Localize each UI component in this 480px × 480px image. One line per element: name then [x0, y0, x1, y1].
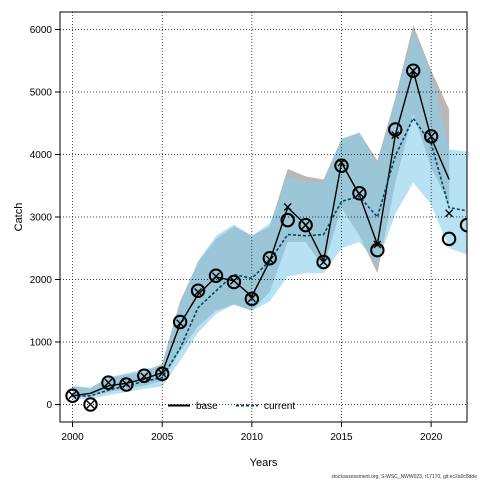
y-tick-label-3000: 3000 — [30, 213, 53, 224]
x-axis-ticks: 2000 2005 2010 2015 2020 — [61, 422, 443, 443]
observed-point-2003 — [119, 377, 134, 392]
estimate-marker-2004 — [140, 372, 149, 381]
confidence-bands — [72, 25, 467, 400]
estimate-marker-2011 — [265, 255, 274, 264]
estimate-marker-2012 — [283, 203, 292, 211]
observed-markers — [65, 63, 467, 412]
line-current — [72, 116, 467, 398]
observed-point-2019 — [406, 63, 421, 78]
estimate-marker-2002 — [104, 378, 113, 387]
observed-point-2002 — [101, 375, 116, 390]
y-tick-label-4000: 4000 — [30, 150, 53, 161]
x-tick-label-2000: 2000 — [61, 432, 84, 443]
observed-point-2021 — [441, 231, 457, 247]
y-tick-label-6000: 6000 — [30, 25, 53, 36]
estimate-marker-2016 — [355, 189, 364, 198]
estimate-marker-2006 — [176, 319, 185, 328]
observed-point-2016 — [352, 186, 367, 201]
observed-point-2006 — [172, 314, 188, 330]
observed-point-2020 — [423, 129, 439, 144]
estimate-marker-2008 — [211, 272, 220, 281]
y-axis-title: Catch — [13, 203, 25, 232]
series-lines — [72, 68, 467, 398]
observed-point-2007 — [190, 283, 206, 298]
estimate-marker-2007 — [194, 288, 203, 296]
grid-lines — [60, 12, 467, 422]
y-axis-ticks: 0 1000 2000 3000 4000 5000 6000 — [30, 25, 60, 411]
estimate-marker-2021 — [445, 209, 454, 218]
observed-point-2018 — [388, 122, 403, 137]
estimate-marker-2000 — [68, 391, 77, 400]
observed-point-2014 — [316, 254, 331, 270]
x-tick-label-2015: 2015 — [330, 432, 353, 443]
x-tick-label-2010: 2010 — [241, 432, 264, 443]
observed-point-2009 — [226, 274, 242, 290]
observed-point-2012 — [280, 212, 295, 228]
y-tick-label-0: 0 — [46, 400, 52, 411]
estimate-markers — [68, 66, 454, 409]
estimate-marker-2005 — [158, 369, 167, 378]
footer-note: stockassessment.org, S-WSC_NWW023, r1717… — [331, 474, 477, 480]
observed-point-2001 — [83, 397, 98, 412]
estimate-marker-2019 — [409, 66, 418, 75]
estimate-marker-2013 — [301, 221, 310, 230]
observed-point-2013 — [298, 217, 313, 233]
estimate-marker-2009 — [229, 276, 238, 285]
legend: base current — [168, 401, 295, 412]
x-tick-label-2020: 2020 — [420, 432, 443, 443]
y-tick-label-5000: 5000 — [30, 88, 53, 99]
observed-point-2010 — [244, 291, 260, 307]
estimate-marker-2001 — [86, 400, 95, 409]
observed-point-2015 — [334, 158, 349, 173]
x-tick-label-2005: 2005 — [151, 432, 174, 443]
observed-point-2004 — [137, 368, 152, 383]
estimate-marker-2003 — [122, 379, 131, 388]
estimate-marker-2010 — [247, 294, 256, 303]
observed-point-2017 — [370, 242, 385, 258]
y-tick-label-2000: 2000 — [30, 275, 53, 286]
band-current — [72, 32, 467, 400]
estimate-marker-2014 — [319, 258, 328, 266]
observed-point-2011 — [262, 251, 277, 266]
y-tick-label-1000: 1000 — [30, 338, 53, 349]
observed-point-2000 — [65, 388, 80, 403]
legend-label-current: current — [264, 401, 295, 412]
line-base — [72, 68, 450, 397]
estimate-marker-2020 — [427, 132, 436, 141]
x-axis-title: Years — [250, 457, 278, 469]
legend-label-base: base — [196, 401, 218, 412]
observed-point-2005 — [154, 366, 170, 382]
observed-point-2008 — [208, 268, 224, 283]
